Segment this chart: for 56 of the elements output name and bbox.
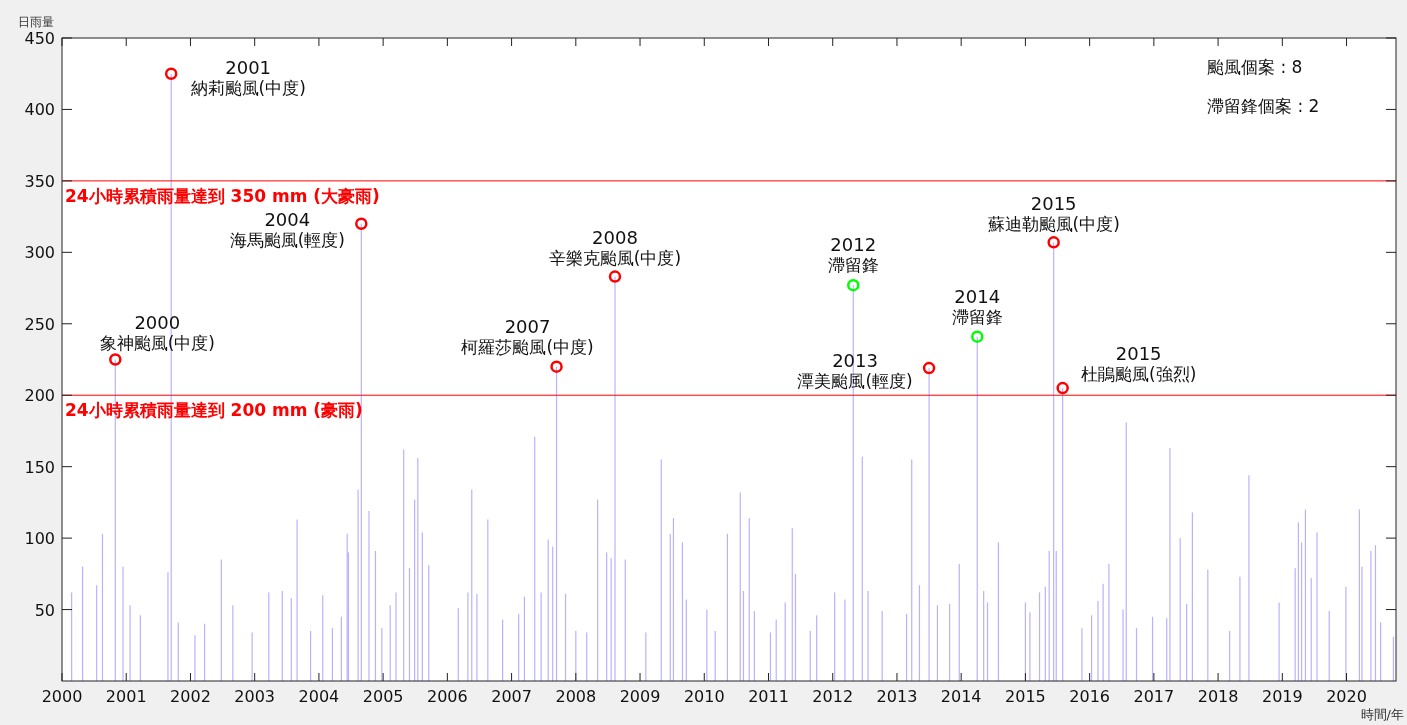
x-tick-label: 2020 [1326,687,1367,706]
annotation: 2000 象神颱風(中度) [99,311,215,353]
x-tick-label: 2010 [683,687,725,706]
x-tick-label: 2019 [1261,687,1303,706]
annotation: 滯留鋒個案 : 2 [1207,96,1320,116]
y-tick-label: 400 [24,100,55,120]
x-tick-label: 2011 [748,687,789,706]
x-tick-label: 2016 [1069,687,1110,706]
annotation: 2007 柯羅莎颱風(中度) [461,315,594,357]
point [1047,236,1060,249]
y-tick-label: 450 [24,29,55,48]
x-tick-label: 2014 [940,687,982,706]
x-tick-label: 2000 [41,687,83,706]
x-tick-label: 2001 [105,687,147,706]
y-tick-label: 350 [24,171,55,191]
annotation: 2001 納莉颱風(中度) [190,56,306,98]
x-tick-label: 2012 [812,687,854,706]
point [847,278,860,292]
x-tick-label: 2007 [491,687,532,706]
annotation: 2014 滯留鋒 [951,285,1003,327]
y-tick-label: 300 [24,243,55,263]
x-tick-label: 2008 [555,687,597,706]
annotation: 颱風個案 : 8 [1207,57,1303,77]
annotation: 2004 海馬颱風(輕度) [229,208,345,250]
x-tick-label: 2004 [298,687,340,706]
point [922,361,936,375]
point [1056,381,1069,395]
annotation: 2015 杜鵑颱風(強烈) [1081,343,1197,385]
x-tick-label: 2015 [1005,687,1046,706]
y-tick-label: 250 [24,314,55,334]
x-tick-label: 2018 [1197,687,1239,706]
x-tick-label: 2013 [876,687,918,706]
x-tick-label: 2003 [234,687,276,706]
ref-line-label: 24小時累積雨量達到 350 mm (大豪雨) [65,185,380,206]
point [109,353,122,366]
annotation: 2012 滯留鋒 [827,234,879,276]
y-tick-label: 150 [24,457,55,477]
y-tick-label: 200 [24,386,55,406]
point [550,360,563,373]
point [164,67,178,80]
point [355,217,368,231]
ref-line-label: 24小時累積雨量達到 200 mm (豪雨) [65,400,363,421]
y-tick-label: 50 [34,600,55,620]
x-axis-title: 時間/年 [1360,707,1404,722]
annotation: 2013 潭美颱風(輕度) [797,350,913,392]
annotation: 2015 蘇迪勒颱風(中度) [987,193,1120,235]
x-tick-label: 2017 [1133,687,1175,706]
x-tick-label: 2002 [170,687,211,706]
x-tick-label: 2009 [619,687,661,706]
point [608,270,622,283]
annotation: 2008 辛樂克颱風(中度) [548,226,682,268]
x-tick-label: 2006 [427,687,468,706]
x-tick-label: 2005 [362,687,404,706]
y-tick-label: 100 [24,529,55,549]
y-axis-title: 日雨量 [18,15,54,29]
point [970,330,984,343]
